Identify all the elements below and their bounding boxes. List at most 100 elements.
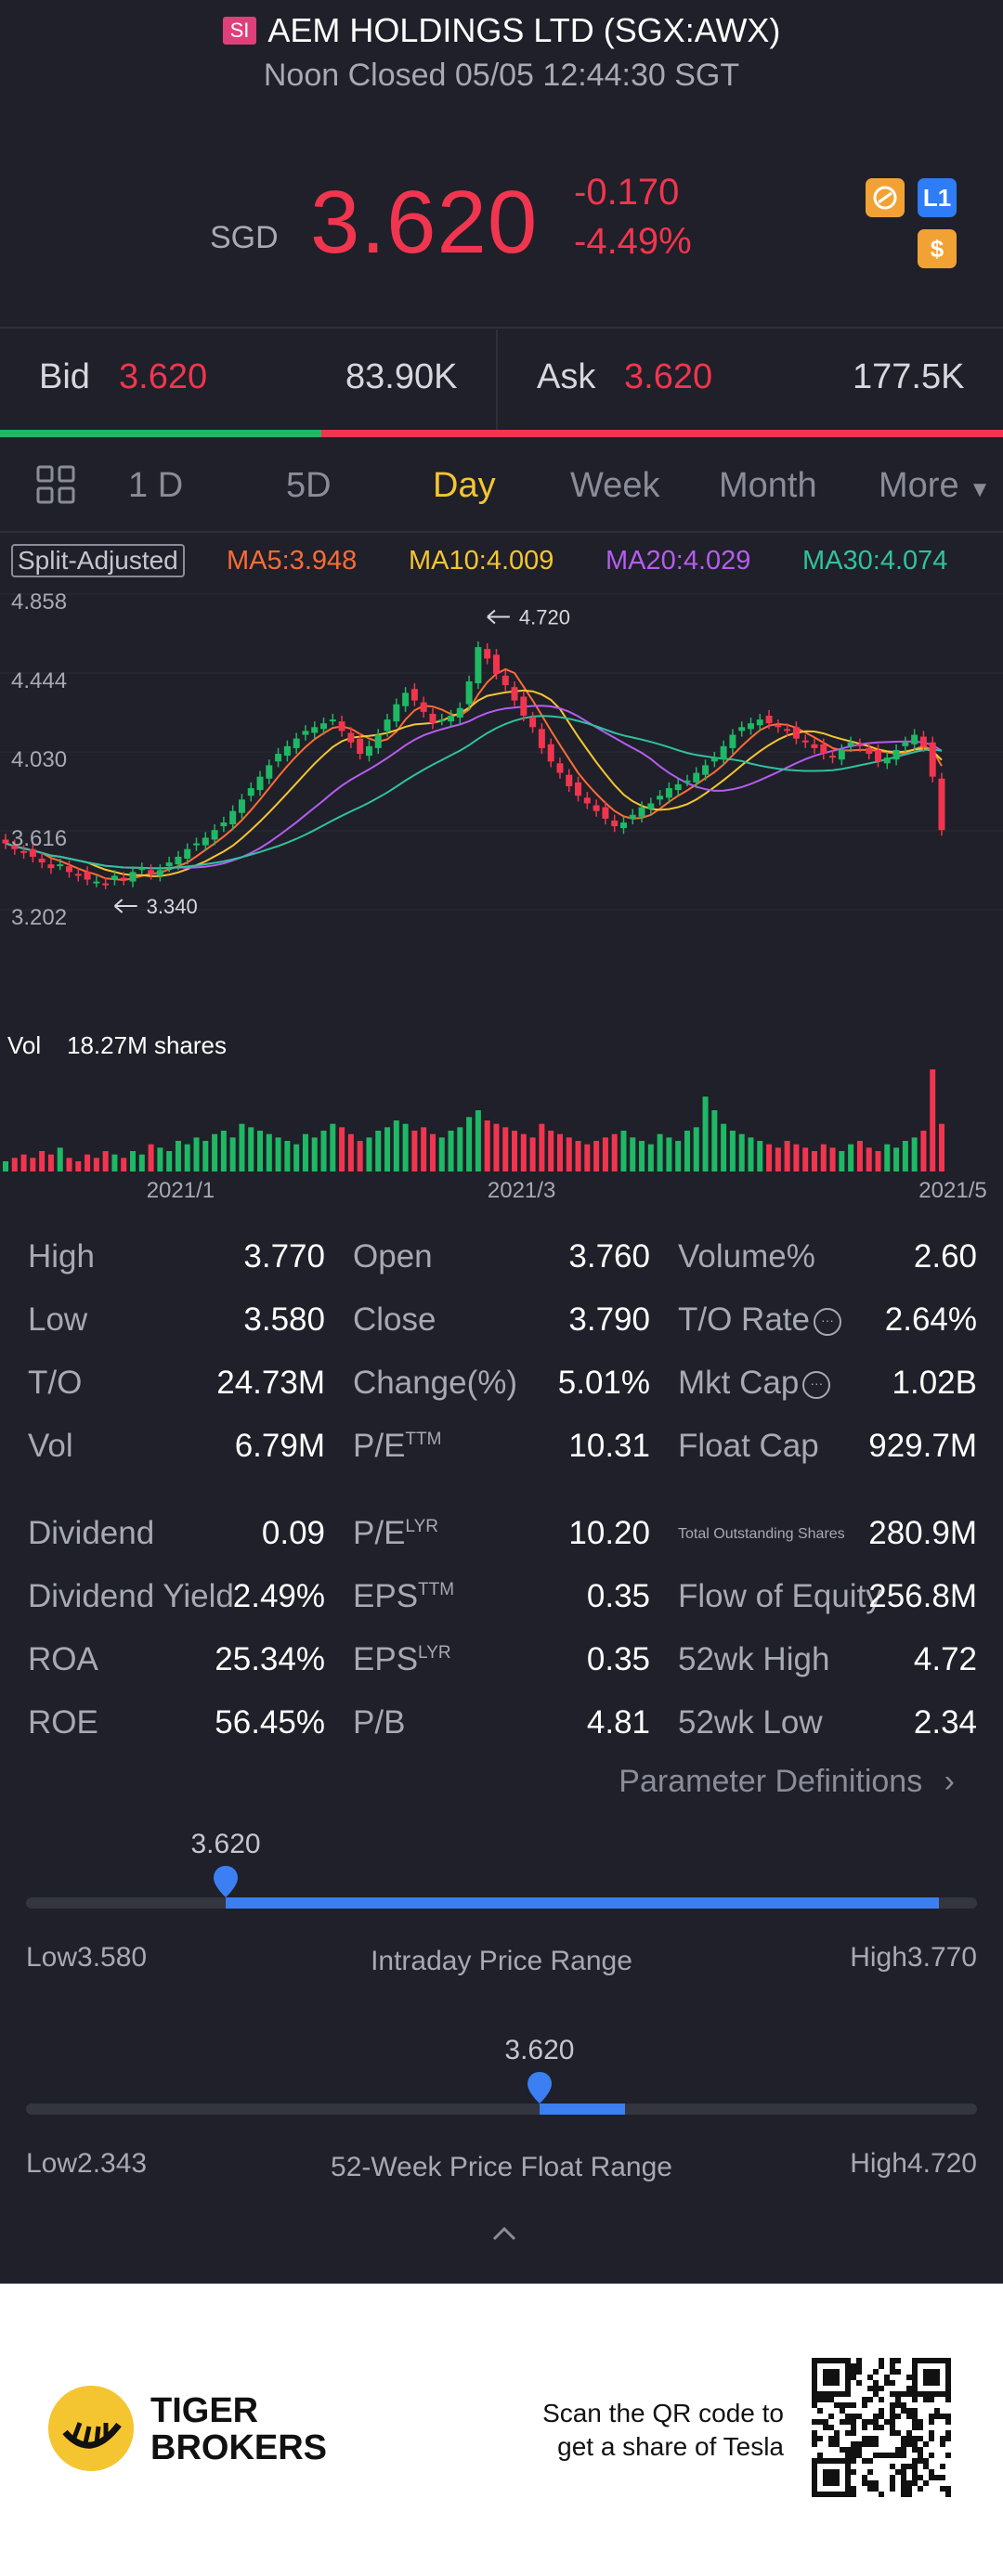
qr-module bbox=[918, 2458, 923, 2464]
volume-bar bbox=[330, 1123, 336, 1171]
parameter-definitions-link[interactable]: Parameter Definitions › bbox=[619, 1764, 955, 1800]
stat-value: 3.770 bbox=[243, 1238, 325, 1275]
qr-module bbox=[918, 2486, 923, 2492]
qr-module bbox=[901, 2469, 906, 2475]
candle-body bbox=[511, 687, 518, 701]
level1-icon[interactable]: L1 bbox=[918, 178, 957, 217]
qr-module bbox=[862, 2441, 867, 2447]
stat-label: Total Outstanding Shares bbox=[678, 1526, 845, 1542]
volume-bar bbox=[702, 1096, 709, 1171]
volume-bar bbox=[57, 1147, 63, 1171]
qr-module bbox=[862, 2475, 867, 2480]
volume-bar bbox=[293, 1144, 300, 1171]
qr-module bbox=[945, 2492, 951, 2497]
volume-bar bbox=[657, 1133, 663, 1171]
qr-module bbox=[901, 2475, 906, 2480]
stat-value: 25.34% bbox=[215, 1641, 325, 1677]
qr-module bbox=[895, 2358, 901, 2363]
candle-body bbox=[211, 830, 218, 840]
52-week-range: 3.620 Low2.343 52-Week Price Float Range… bbox=[0, 2026, 1003, 2193]
trend-icon[interactable] bbox=[866, 178, 905, 217]
stat-label: EPSTTM bbox=[353, 1578, 455, 1614]
chevron-up-icon[interactable] bbox=[490, 2220, 518, 2248]
exchange-badge: SI bbox=[222, 17, 257, 45]
qr-module bbox=[912, 2475, 918, 2480]
qr-module bbox=[906, 2441, 912, 2447]
qr-module bbox=[867, 2480, 873, 2486]
qr-module bbox=[945, 2414, 951, 2419]
qr-module bbox=[873, 2386, 879, 2391]
candle-body bbox=[629, 814, 636, 819]
volume-bar bbox=[884, 1144, 891, 1171]
tab-5d[interactable]: 5D bbox=[286, 466, 332, 505]
last-price: 3.620 bbox=[310, 173, 539, 272]
volume-bar bbox=[466, 1117, 473, 1171]
volume-bar bbox=[721, 1123, 727, 1171]
candle-body bbox=[619, 822, 627, 829]
location-pin-icon bbox=[214, 1866, 239, 1897]
volume-bar bbox=[711, 1110, 718, 1171]
candlestick-chart[interactable]: 4.858 4.444 4.030 3.616 3.202 4.720 3.340 Vol 18… bbox=[0, 585, 1003, 1207]
qr-module bbox=[890, 2480, 895, 2486]
qr-module bbox=[879, 2492, 884, 2497]
qr-module bbox=[845, 2447, 851, 2453]
volume-bar bbox=[157, 1147, 163, 1171]
qr-module bbox=[862, 2436, 867, 2441]
split-adjusted-toggle[interactable]: Split-Adjusted bbox=[11, 544, 185, 577]
stat-value: 0.35 bbox=[586, 1641, 650, 1677]
volume-bar bbox=[529, 1137, 536, 1171]
candle-body bbox=[338, 721, 345, 731]
tab-1d[interactable]: 1 D bbox=[128, 466, 184, 505]
candle-body bbox=[165, 862, 173, 867]
promo-footer: TIGER BROKERS Scan the QR code to get a … bbox=[0, 2284, 1003, 2576]
qr-module bbox=[862, 2419, 867, 2425]
qr-module bbox=[840, 2402, 845, 2408]
qr-code[interactable] bbox=[812, 2358, 951, 2497]
volume-bar bbox=[284, 1141, 291, 1171]
volume-bar bbox=[566, 1137, 572, 1171]
tab-more[interactable]: More ▼ bbox=[879, 466, 991, 506]
qr-module bbox=[918, 2419, 923, 2425]
52-week-title: 52-Week Price Float Range bbox=[331, 2152, 672, 2182]
stat-value: 2.64% bbox=[884, 1301, 977, 1338]
volume-bar bbox=[239, 1123, 245, 1171]
qr-module bbox=[895, 2414, 901, 2419]
dollar-icon[interactable]: $ bbox=[918, 229, 957, 268]
qr-module bbox=[901, 2436, 906, 2441]
qr-module bbox=[845, 2453, 851, 2458]
tab-week[interactable]: Week bbox=[570, 466, 660, 505]
qr-module bbox=[945, 2486, 951, 2492]
qr-module bbox=[906, 2480, 912, 2486]
info-icon[interactable]: ··· bbox=[813, 1307, 841, 1336]
volume-bar bbox=[939, 1123, 944, 1171]
candle-body bbox=[384, 719, 391, 731]
qr-module bbox=[912, 2397, 918, 2402]
qr-module bbox=[912, 2419, 918, 2425]
candle-body bbox=[738, 727, 746, 731]
ask-label: Ask bbox=[537, 357, 596, 396]
volume-bar bbox=[202, 1141, 209, 1171]
volume-bar bbox=[47, 1154, 54, 1171]
tab-day[interactable]: Day bbox=[433, 466, 496, 505]
scan-text-line2: get a share of Tesla bbox=[557, 2432, 784, 2461]
qr-module bbox=[828, 2425, 834, 2430]
volume-bar bbox=[575, 1141, 581, 1171]
qr-module bbox=[940, 2486, 945, 2492]
qr-module bbox=[901, 2402, 906, 2408]
qr-module bbox=[856, 2447, 862, 2453]
volume-bar bbox=[820, 1144, 827, 1171]
ma30-line bbox=[5, 715, 943, 870]
info-icon[interactable]: ··· bbox=[802, 1370, 831, 1399]
volume-bar bbox=[802, 1147, 809, 1171]
min-arrow-icon bbox=[113, 899, 137, 913]
tab-month[interactable]: Month bbox=[719, 466, 817, 505]
qr-module bbox=[918, 2436, 923, 2441]
qr-module bbox=[845, 2419, 851, 2425]
parameter-definitions-label: Parameter Definitions bbox=[619, 1764, 923, 1799]
candle-body bbox=[866, 747, 873, 755]
volume-bar bbox=[311, 1137, 318, 1171]
stat-value: 2.60 bbox=[913, 1238, 977, 1275]
qr-module bbox=[873, 2441, 879, 2447]
qr-module bbox=[906, 2408, 912, 2414]
layout-grid-icon[interactable] bbox=[35, 464, 76, 505]
